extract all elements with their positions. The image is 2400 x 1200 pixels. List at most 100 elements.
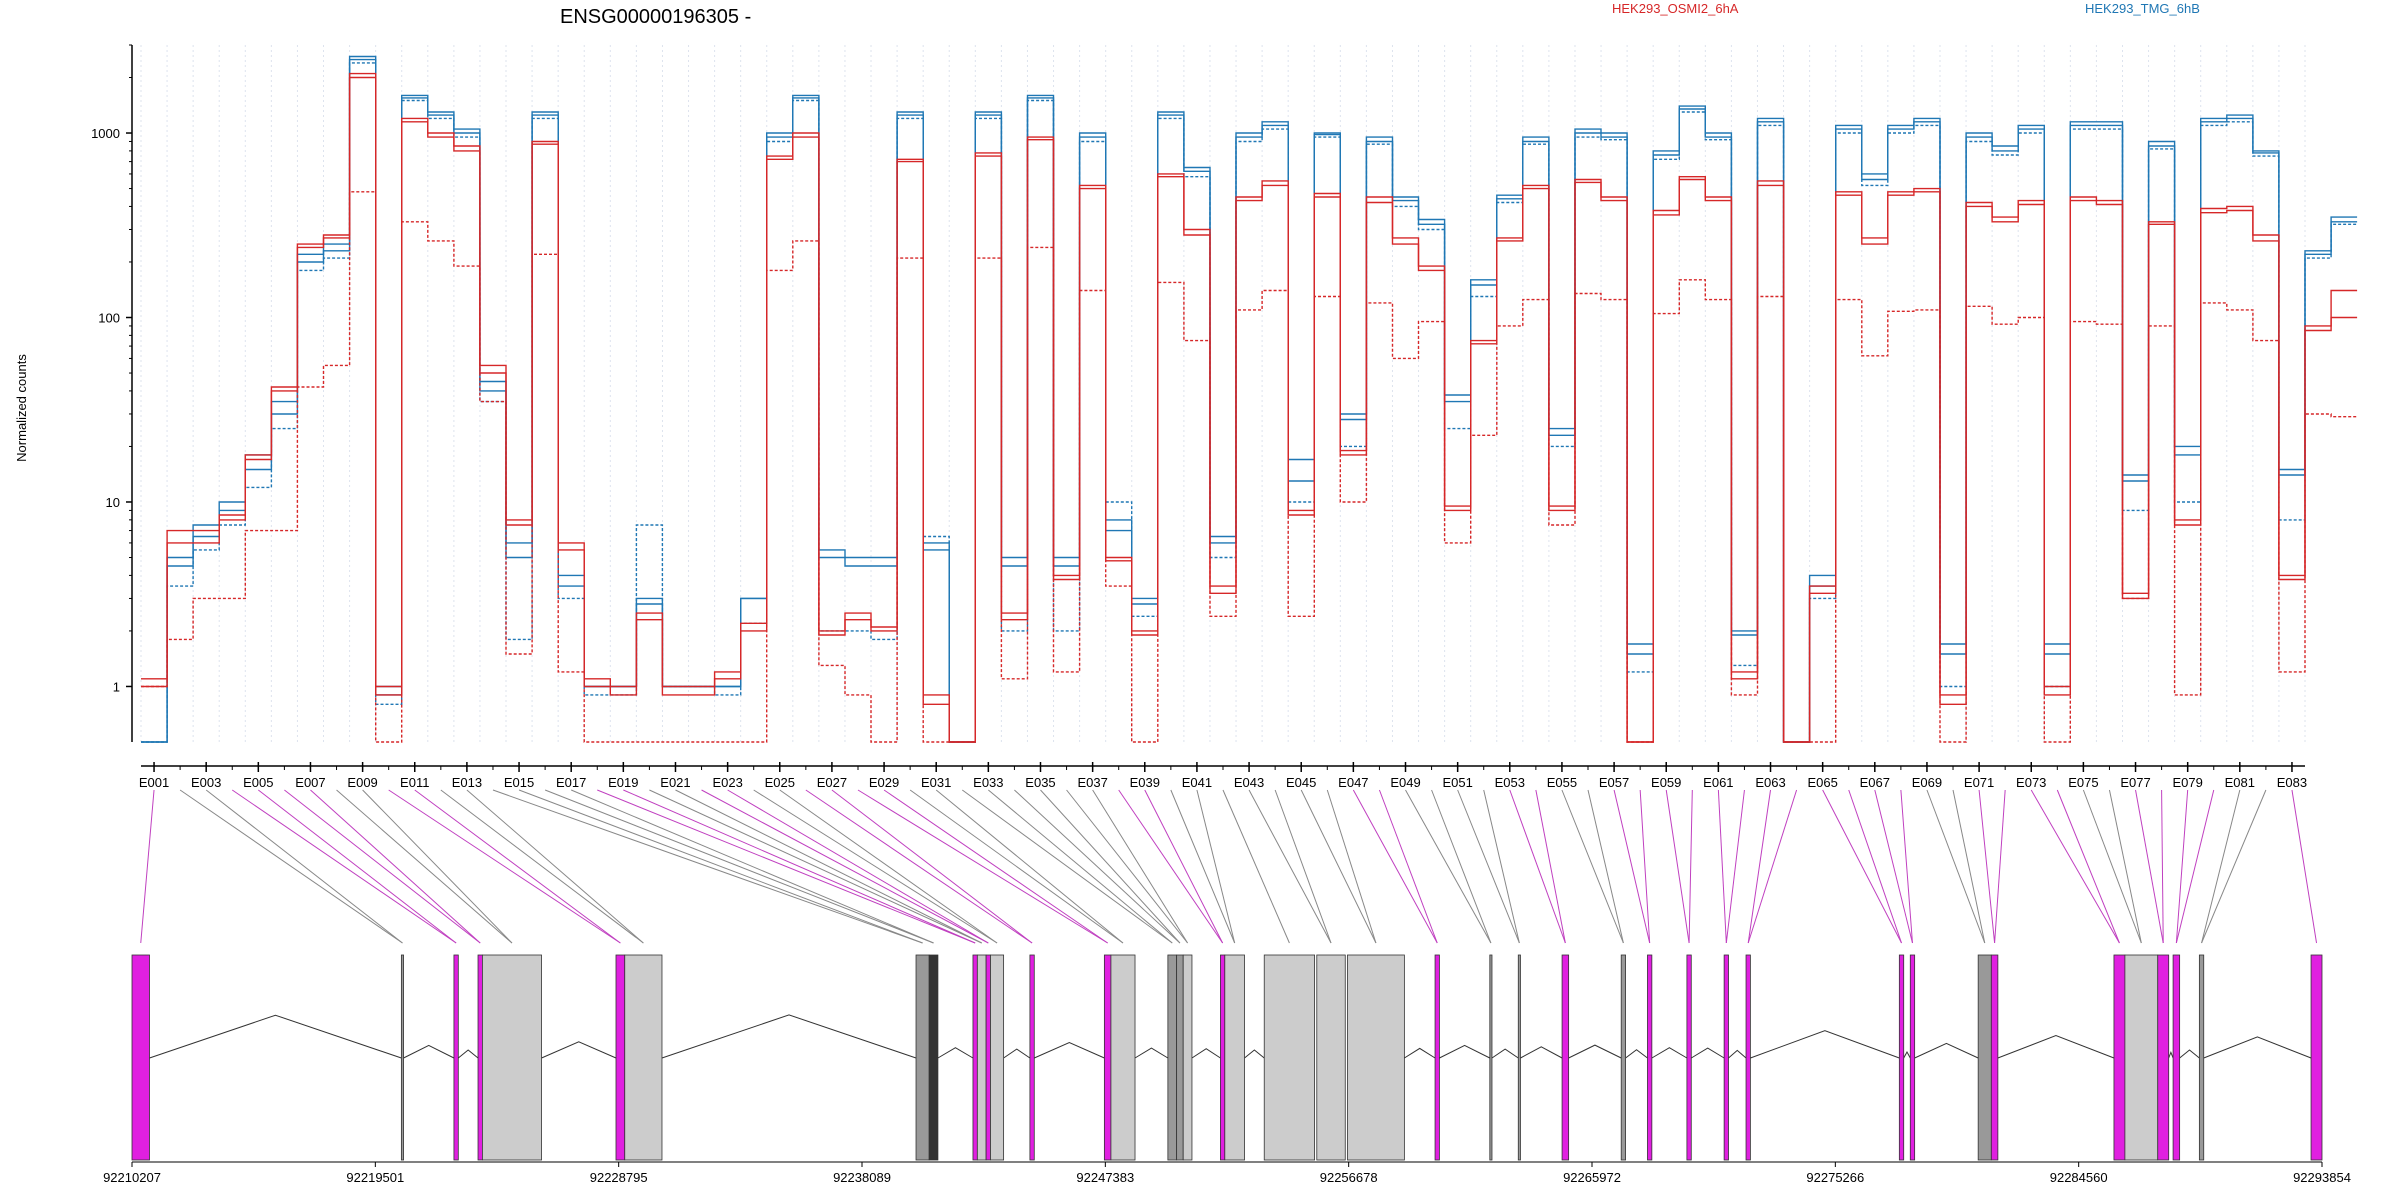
y-axis: 1 10 100 1000 [91, 44, 133, 742]
x-tick-label: E083 [2277, 775, 2307, 790]
series-line-tmg [141, 58, 2358, 743]
intron [2168, 1050, 2174, 1059]
exon-block [453, 954, 459, 1161]
chart-title: ENSG00000196305 - [560, 6, 751, 28]
exon-block [1347, 954, 1405, 1161]
exon-block [1224, 954, 1245, 1161]
legend-label-tmg: HEK293_TMG_6hB [2085, 1, 2200, 16]
exon-connector [1747, 789, 1798, 944]
exon-connector [1952, 789, 1986, 944]
exon-connector [1222, 789, 1290, 944]
exon-block [400, 954, 404, 1161]
x-tick-label: E025 [765, 775, 795, 790]
x-tick-label: E049 [1390, 775, 1420, 790]
x-tick-label: E055 [1547, 775, 1577, 790]
exon-connector [466, 789, 644, 944]
exon-connector [909, 789, 1124, 944]
x-tick-label: E073 [2016, 775, 2046, 790]
exon-block [1990, 954, 1999, 1161]
x-tick-label: E067 [1860, 775, 1890, 790]
exon-connector [1118, 789, 1224, 944]
intron [1034, 1041, 1105, 1059]
exon-connector [440, 789, 644, 944]
exon-block [928, 954, 939, 1161]
y-tick-label: 1 [113, 679, 120, 694]
exon-block [972, 954, 978, 1161]
exon-connector [1535, 789, 1566, 944]
exon-connector [1405, 789, 1492, 944]
x-tick-label: E037 [1077, 775, 1107, 790]
exon-connector [1717, 789, 1727, 944]
exon-block [2198, 954, 2205, 1161]
intron [1750, 1030, 1900, 1059]
x-tick-label: E031 [921, 775, 951, 790]
exon-block [1167, 954, 1178, 1161]
exon-connector [1848, 789, 1902, 944]
genomic-tick-label: 92228795 [590, 1170, 648, 1185]
x-tick-label: E061 [1703, 775, 1733, 790]
exon-connector [1994, 789, 2006, 944]
intron [1244, 1049, 1265, 1059]
exon-connector [414, 789, 621, 944]
exon-connector [1431, 789, 1492, 944]
intron [403, 1044, 455, 1059]
series-layer [141, 55, 2358, 743]
x-tick-label: E065 [1807, 775, 1837, 790]
x-tick-label: E059 [1651, 775, 1681, 790]
x-tick-label: E027 [817, 775, 847, 790]
exon-connector [2056, 789, 2120, 944]
exon-connector [1092, 789, 1189, 944]
exon-block [2113, 954, 2126, 1161]
x-tick-label: E001 [139, 775, 169, 790]
genomic-tick-label: 92265972 [1563, 1170, 1621, 1185]
exon-connector [1040, 789, 1181, 944]
genomic-tick-label: 92256678 [1320, 1170, 1378, 1185]
exon-connector [883, 789, 1108, 944]
exon-block [2157, 954, 2170, 1161]
x-tick-label: E009 [347, 775, 377, 790]
genomic-tick-label: 92210207 [103, 1170, 161, 1185]
exon-connector [492, 789, 923, 944]
genomic-tick-label: 92247383 [1076, 1170, 1134, 1185]
intron [1568, 1044, 1622, 1059]
intron [1728, 1049, 1747, 1059]
exon-block [1620, 954, 1626, 1161]
y-tick-label: 1000 [91, 126, 120, 141]
exon-connector [1457, 789, 1520, 944]
intron [1439, 1044, 1491, 1059]
exon-connector [1978, 789, 1996, 944]
exon-connector [1725, 789, 1745, 944]
exon-connector [753, 789, 998, 944]
exon-connector [2175, 789, 2215, 944]
x-tick-label: E041 [1182, 775, 1212, 790]
intron [2203, 1036, 2312, 1059]
exon-connector [961, 789, 1173, 944]
exon-connector [284, 789, 481, 944]
exon-connector [805, 789, 1033, 944]
genomic-tick-label: 92238089 [833, 1170, 891, 1185]
exon-block [1977, 954, 1992, 1161]
x-tick-label: E005 [243, 775, 273, 790]
exon-connector [336, 789, 513, 944]
x-tick-label: E043 [1234, 775, 1264, 790]
x-tick-label: E039 [1130, 775, 1160, 790]
intron [937, 1047, 974, 1059]
exon-connector [597, 789, 976, 944]
exon-connector [1144, 789, 1224, 944]
exon-axis: E001 E003 E005 E007 E009 E011 E013 E015 E017 E019… [139, 762, 2307, 790]
x-tick-label: E021 [660, 775, 690, 790]
exon-block [1103, 954, 1112, 1161]
x-tick-label: E071 [1964, 775, 1994, 790]
exon-connector [518, 789, 923, 944]
exon-connector [675, 789, 982, 944]
y-axis-label: Normalized counts [14, 354, 29, 462]
x-tick-label: E013 [452, 775, 482, 790]
exon-connector [649, 789, 982, 944]
exon-connector [310, 789, 481, 944]
genomic-tick-label: 92284560 [2050, 1170, 2108, 1185]
x-tick-label: E015 [504, 775, 534, 790]
exon-connector [2135, 789, 2164, 944]
exon-connector [623, 789, 976, 944]
exon-block [985, 954, 991, 1161]
exon-connector [1170, 789, 1236, 944]
